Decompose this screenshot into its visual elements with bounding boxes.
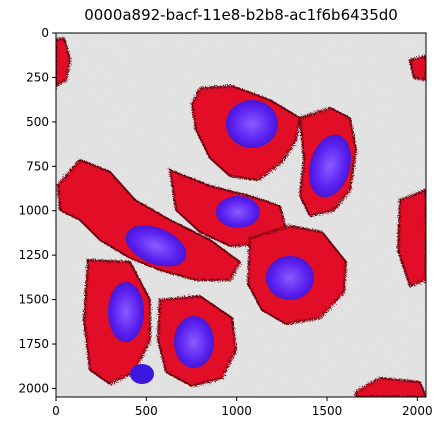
x-tick-label: 2000	[402, 404, 433, 418]
y-tick-label: 1750	[18, 337, 49, 351]
y-tick-label: 750	[26, 159, 49, 173]
x-tick-label: 1500	[312, 404, 343, 418]
y-tick-label: 2000	[18, 381, 49, 395]
y-tick-label: 0	[41, 26, 49, 40]
y-tick-label: 1000	[18, 204, 49, 218]
y-axis: 0 250 500 750 1000 1250 1500 1750 2000	[18, 26, 56, 395]
microscopy-image	[56, 33, 426, 397]
y-tick-label: 250	[26, 70, 49, 84]
axes-frame	[55, 32, 427, 398]
x-tick-label: 500	[135, 404, 158, 418]
x-tick-label: 0	[52, 404, 60, 418]
x-tick-label: 1000	[221, 404, 252, 418]
x-axis: 0 500 1000 1500 2000	[52, 397, 433, 418]
y-tick-label: 1500	[18, 293, 49, 307]
y-tick-label: 500	[26, 115, 49, 129]
y-tick-label: 1250	[18, 248, 49, 262]
cells-nuclei	[108, 100, 352, 384]
figure-title: 0000a892-bacf-11e8-b2b8-ac1f6b6435d0	[84, 6, 398, 24]
